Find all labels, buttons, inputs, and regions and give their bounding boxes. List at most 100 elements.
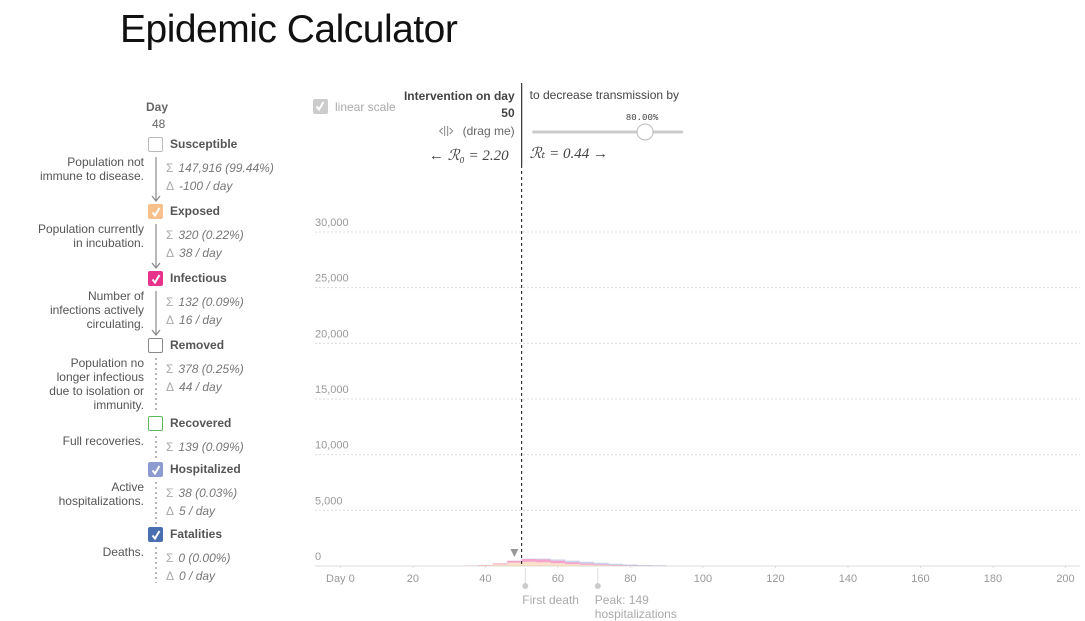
checkbox[interactable] xyxy=(148,338,163,353)
bar xyxy=(608,563,624,566)
check-icon xyxy=(151,207,161,218)
bar xyxy=(565,562,580,565)
sum-value: 147,916 (99.44%) xyxy=(178,161,274,175)
bar xyxy=(536,558,551,560)
delta-value: 16 / day xyxy=(179,313,222,327)
x-tick-label: 60 xyxy=(552,573,564,585)
intervention-day: 50 xyxy=(501,106,515,120)
check-mark xyxy=(151,274,161,285)
sum-symbol: Σ xyxy=(166,551,174,565)
check-mark xyxy=(315,101,325,112)
delta-line: Δ 44 / day xyxy=(166,380,222,394)
bar xyxy=(594,564,609,566)
bar xyxy=(492,564,508,566)
compartment-description: Active hospitalizations. xyxy=(58,480,144,508)
delta-value: 38 / day xyxy=(179,246,222,260)
x-tick-label: 120 xyxy=(766,573,784,585)
arrow-head xyxy=(151,195,161,202)
delta-symbol: Δ xyxy=(166,313,175,327)
delta-symbol: Δ xyxy=(166,246,175,260)
sum-value: 132 (0.09%) xyxy=(178,295,244,309)
delta-value: 0 / day xyxy=(179,569,216,583)
delta-value: 5 / day xyxy=(179,504,216,518)
arrow-head xyxy=(151,329,161,336)
day-label: Day xyxy=(146,100,169,114)
sum-line: Σ 378 (0.25%) xyxy=(166,362,244,376)
bar xyxy=(536,559,551,563)
sum-symbol: Σ xyxy=(166,362,174,376)
sum-symbol: Σ xyxy=(166,486,174,500)
sum-symbol: Σ xyxy=(166,295,174,309)
x-tick-label: 180 xyxy=(984,573,1002,585)
compartment-description: Population no longer infectious due to i… xyxy=(49,356,144,412)
compartment-name: Recovered xyxy=(170,416,232,430)
sum-line: Σ 320 (0.22%) xyxy=(166,228,244,242)
checkbox[interactable] xyxy=(148,137,163,152)
x-tick-label: 200 xyxy=(1056,573,1074,585)
y-tick-label: 10,000 xyxy=(315,440,349,452)
intervention-description: to decrease transmission by xyxy=(529,88,680,102)
sum-symbol: Σ xyxy=(166,161,174,175)
x-tick-label: 40 xyxy=(479,573,491,585)
delta-symbol: Δ xyxy=(166,569,175,583)
x-tick-label: 140 xyxy=(839,573,857,585)
compartment-name: Susceptible xyxy=(170,137,238,151)
bar xyxy=(536,562,551,566)
bar xyxy=(521,561,537,566)
check-icon xyxy=(151,274,161,285)
checkbox[interactable] xyxy=(148,271,163,286)
delta-line: Δ 16 / day xyxy=(166,313,222,327)
drag-icon xyxy=(438,126,454,136)
linear-scale-checkbox[interactable] xyxy=(313,99,328,114)
arrow-head xyxy=(151,262,161,269)
sum-line: Σ 147,916 (99.44%) xyxy=(166,161,274,175)
check-icon xyxy=(151,465,161,476)
checkbox[interactable] xyxy=(148,204,163,219)
bar xyxy=(507,560,522,563)
annotation-dot xyxy=(522,583,529,589)
sum-value: 38 (0.03%) xyxy=(178,486,238,500)
sum-value: 0 (0.00%) xyxy=(178,551,231,565)
x-tick-label: 80 xyxy=(624,573,636,585)
linear-scale-label[interactable]: linear scale xyxy=(335,100,396,114)
check-icon xyxy=(151,530,161,541)
bar xyxy=(521,558,537,562)
delta-symbol: Δ xyxy=(166,380,175,394)
check-icon xyxy=(315,101,325,112)
check-mark xyxy=(151,530,161,541)
annotation-text: Peak: 149 hospitalizations xyxy=(594,593,677,621)
delta-line: Δ -100 / day xyxy=(166,179,232,193)
compartment-name: Hospitalized xyxy=(170,462,241,476)
drag-hint[interactable]: (drag me) xyxy=(462,124,515,138)
bar xyxy=(507,562,522,566)
slider-knob[interactable] xyxy=(636,123,654,141)
sum-value: 320 (0.22%) xyxy=(178,228,244,242)
x-tick-label: 20 xyxy=(407,573,419,585)
sum-line: Σ 0 (0.00%) xyxy=(166,551,230,565)
bar xyxy=(579,564,595,566)
compartment-name: Removed xyxy=(170,338,225,352)
bar xyxy=(594,562,609,565)
bar xyxy=(550,560,566,564)
bar xyxy=(594,565,609,566)
bar xyxy=(550,563,566,566)
sum-line: Σ 132 (0.09%) xyxy=(166,295,244,309)
current-day-marker xyxy=(510,549,519,557)
y-tick-label: 15,000 xyxy=(315,384,349,396)
checkbox[interactable] xyxy=(148,416,163,431)
y-tick-label: 20,000 xyxy=(315,328,349,340)
delta-value: 44 / day xyxy=(179,380,222,394)
checkbox[interactable] xyxy=(148,527,163,542)
checkbox[interactable] xyxy=(148,462,163,477)
check-mark xyxy=(151,207,161,218)
sum-line: Σ 38 (0.03%) xyxy=(166,486,237,500)
y-tick-label: 0 xyxy=(315,551,321,563)
sum-value: 139 (0.09%) xyxy=(178,440,244,454)
compartment-name: Infectious xyxy=(170,271,227,285)
y-tick-label: 5,000 xyxy=(315,495,343,507)
compartment-name: Fatalities xyxy=(170,527,223,541)
bar xyxy=(565,560,580,563)
rt-text: ℛₜ = 0.44 → xyxy=(529,146,608,162)
